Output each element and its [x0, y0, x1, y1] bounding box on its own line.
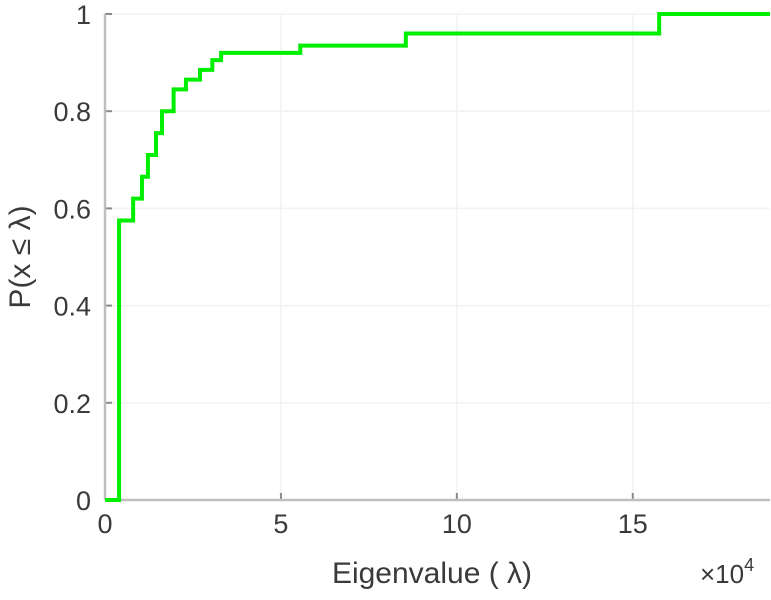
y-tick-label: 0.4 [53, 292, 91, 322]
x-axis-multiplier-exponent: 4 [744, 555, 754, 575]
y-tick-label: 0.8 [53, 97, 91, 127]
x-tick-label: 15 [618, 509, 648, 539]
x-tick-label: 5 [273, 509, 288, 539]
gridlines [105, 13, 770, 501]
y-tick-label: 1 [76, 0, 91, 30]
x-axis-title: Eigenvalue ( λ) [332, 557, 532, 590]
y-tick-label: 0.6 [53, 194, 91, 224]
x-tick-label: 10 [442, 509, 472, 539]
x-tick-labels: 0 5 10 15 [97, 509, 647, 539]
x-tick-label: 0 [97, 509, 112, 539]
ecdf-series-line [105, 12, 770, 502]
y-tick-label: 0.2 [53, 389, 91, 419]
y-tick-label: 0 [76, 486, 91, 516]
x-axis-multiplier-base: ×10 [700, 559, 744, 589]
x-axis-multiplier: ×104 [700, 555, 754, 589]
y-tick-labels: 0 0.2 0.4 0.6 0.8 1 [53, 0, 91, 516]
y-axis-title: P(x ≤ λ) [4, 205, 37, 308]
